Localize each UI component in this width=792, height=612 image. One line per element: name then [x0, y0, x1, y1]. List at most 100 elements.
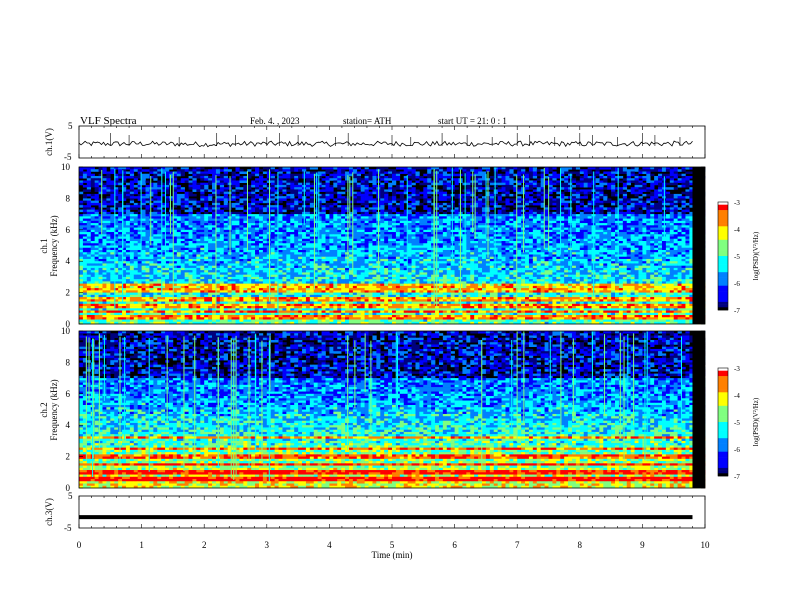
spectrogram-cell — [658, 243, 662, 246]
spectrogram-cell — [537, 219, 541, 222]
spectrogram-cell — [329, 194, 333, 197]
spectrogram-cell — [181, 243, 185, 246]
spectrogram-cell — [599, 241, 603, 244]
spectrogram-cell — [91, 239, 95, 242]
spectrogram-cell — [337, 169, 341, 172]
spectrogram-cell — [259, 169, 263, 172]
spectrogram-cell — [415, 243, 419, 246]
spectrogram-cell — [134, 237, 138, 240]
spectrogram-cell — [635, 176, 639, 179]
spectrogram-cell — [502, 241, 506, 244]
spectrogram-cell — [286, 183, 290, 186]
spectrogram-cell — [169, 183, 173, 186]
spectrogram-cell — [412, 196, 416, 199]
spectrogram-cell — [372, 207, 376, 210]
spectrogram-cell — [239, 187, 243, 190]
spectrogram-cell — [474, 239, 478, 242]
spectrogram-cell — [474, 171, 478, 174]
spectrogram-cell — [224, 212, 228, 215]
spectrogram-cell — [333, 232, 337, 235]
spectrogram-cell — [627, 234, 631, 237]
spectrogram-cell — [255, 223, 259, 226]
spectrogram-cell — [502, 223, 506, 226]
spectrogram-cell — [282, 192, 286, 195]
spectrogram-cell — [239, 169, 243, 172]
spectrogram-cell — [372, 239, 376, 242]
spectrogram-cell — [423, 221, 427, 224]
spectrogram-cell — [236, 232, 240, 235]
spectrogram-cell — [388, 171, 392, 174]
spectrogram-cell — [106, 178, 110, 181]
spectrogram-cell — [185, 194, 189, 197]
spectrogram-cell — [380, 228, 384, 231]
spectrogram-cell — [157, 185, 161, 188]
spectrogram-cell — [466, 223, 470, 226]
spectrogram-cell — [396, 212, 400, 215]
spectrogram-cell — [564, 228, 568, 231]
spectrogram-cell — [361, 189, 365, 192]
spectrogram-cell — [595, 234, 599, 237]
spectrogram-cell — [584, 216, 588, 219]
spectrogram-cell — [384, 234, 388, 237]
spectrogram-cell — [130, 174, 134, 177]
spectrogram-cell — [642, 171, 646, 174]
spectrogram-cell — [255, 234, 259, 237]
spectrogram-cell — [439, 198, 443, 201]
spectrogram-cell — [638, 219, 642, 222]
spectrogram-cell — [361, 214, 365, 217]
spectrogram-cell — [427, 201, 431, 204]
spectrogram-cell — [466, 178, 470, 181]
spectrogram-cell — [478, 228, 482, 231]
spectrogram-cell — [502, 189, 506, 192]
spectrogram-cell — [619, 234, 623, 237]
spectrogram-cell — [611, 189, 615, 192]
spectrogram-cell — [412, 219, 416, 222]
spectrogram-cell — [153, 221, 157, 224]
spectrogram-cell — [345, 216, 349, 219]
spectrogram-cell — [95, 198, 99, 201]
spectrogram-cell — [400, 212, 404, 215]
spectrogram-cell — [263, 232, 267, 235]
spectrogram-cell — [682, 183, 686, 186]
spectrogram-cell — [580, 189, 584, 192]
spectrogram-cell — [208, 219, 212, 222]
spectrogram-cell — [189, 246, 193, 249]
spectrogram-cell — [658, 176, 662, 179]
spectrogram-cell — [106, 216, 110, 219]
spectrogram-cell — [79, 180, 83, 183]
spectrogram-cell — [419, 216, 423, 219]
spectrogram-cell — [118, 223, 122, 226]
station-label: station= ATH — [343, 116, 392, 126]
spectrogram-cell — [623, 185, 627, 188]
spectrogram-cell — [638, 232, 642, 235]
spectrogram-cell — [267, 198, 271, 201]
spectrogram-cell — [298, 237, 302, 240]
spectrogram-cell — [271, 221, 275, 224]
spectrogram-cell — [91, 230, 95, 233]
spectrogram-cell — [423, 187, 427, 190]
spectrogram-cell — [494, 203, 498, 206]
spectrogram-cell — [329, 189, 333, 192]
spectrogram-cell — [236, 221, 240, 224]
spectrogram-cell — [118, 232, 122, 235]
spectrogram-cell — [169, 230, 173, 233]
spectrogram-cell — [271, 192, 275, 195]
spectrogram-cell — [505, 189, 509, 192]
spectrogram-cell — [623, 219, 627, 222]
spectrogram-cell — [552, 180, 556, 183]
spectrogram-cell — [627, 178, 631, 181]
spectrogram-cell — [306, 216, 310, 219]
spectrogram-cell — [525, 194, 529, 197]
spectrogram-cell — [666, 232, 670, 235]
spectrogram-cell — [611, 174, 615, 177]
spectrogram-cell — [177, 210, 181, 213]
spectrogram-cell — [525, 180, 529, 183]
spectrogram-cell — [384, 192, 388, 195]
spectrogram-cell — [286, 207, 290, 210]
spectrogram-cell — [498, 176, 502, 179]
spectrogram-cell — [204, 223, 208, 226]
spectrogram-cell — [396, 178, 400, 181]
spectrogram-cell — [177, 198, 181, 201]
spectrogram-cell — [517, 192, 521, 195]
spectrogram-cell — [494, 223, 498, 226]
